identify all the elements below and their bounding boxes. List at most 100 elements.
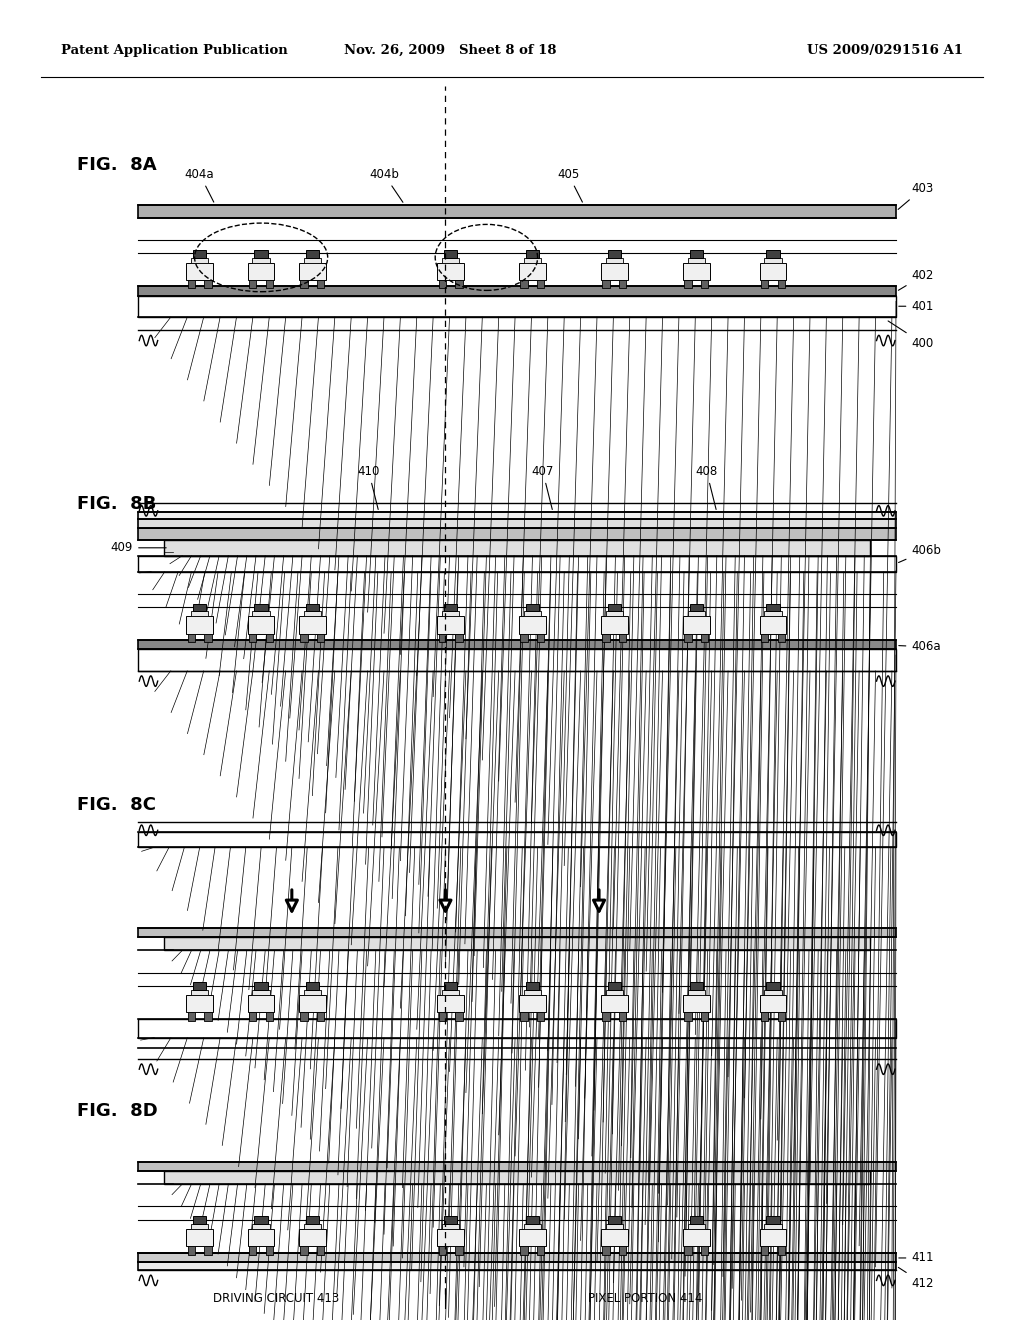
Text: 405: 405 <box>557 168 583 202</box>
Bar <box>205 280 212 288</box>
Bar <box>690 982 703 990</box>
Text: 406b: 406b <box>898 544 941 562</box>
Bar <box>620 634 627 642</box>
Bar <box>602 1012 609 1022</box>
Bar <box>690 603 703 611</box>
Bar <box>606 611 623 616</box>
Bar <box>191 1224 208 1229</box>
Bar <box>524 611 541 616</box>
Bar <box>193 1216 207 1224</box>
Bar <box>620 1246 627 1254</box>
Bar <box>248 1229 274 1246</box>
Bar <box>620 280 627 288</box>
Bar <box>602 634 609 642</box>
Bar <box>688 257 705 263</box>
Bar <box>608 249 621 257</box>
Bar <box>690 249 703 257</box>
Bar <box>519 995 546 1012</box>
Bar <box>266 1246 273 1254</box>
Bar <box>684 634 691 642</box>
Bar <box>684 1246 691 1254</box>
Bar <box>304 1224 321 1229</box>
Bar <box>601 995 628 1012</box>
Bar <box>520 1012 527 1022</box>
Bar <box>186 616 213 634</box>
Bar <box>266 1012 273 1022</box>
Bar <box>191 257 208 263</box>
Bar <box>253 257 269 263</box>
Bar <box>688 1224 705 1229</box>
Bar <box>437 995 464 1012</box>
Bar <box>765 257 781 263</box>
Text: FIG.  8A: FIG. 8A <box>77 156 157 174</box>
Bar <box>164 1171 870 1184</box>
Bar <box>187 280 195 288</box>
Bar <box>248 616 274 634</box>
Bar <box>300 634 307 642</box>
Bar <box>765 611 781 616</box>
Bar <box>620 1012 627 1022</box>
Bar <box>760 616 786 634</box>
Bar <box>524 1224 541 1229</box>
Bar <box>602 1246 609 1254</box>
Bar <box>456 280 463 288</box>
Bar <box>444 982 457 990</box>
Bar <box>766 982 780 990</box>
Bar <box>253 611 269 616</box>
Bar <box>438 634 445 642</box>
Bar <box>191 611 208 616</box>
Bar <box>760 263 786 280</box>
Bar <box>138 296 896 317</box>
Text: FIG.  8C: FIG. 8C <box>77 796 156 814</box>
Bar <box>519 263 546 280</box>
Bar <box>701 280 709 288</box>
Bar <box>138 640 896 649</box>
Bar <box>766 1216 780 1224</box>
Bar <box>248 995 274 1012</box>
Bar <box>164 540 870 556</box>
Bar <box>205 1012 212 1022</box>
Bar <box>701 1246 709 1254</box>
Bar <box>520 280 527 288</box>
Text: 406a: 406a <box>899 640 941 653</box>
Bar <box>138 1162 896 1171</box>
Text: 404a: 404a <box>185 168 214 202</box>
Bar <box>778 1012 785 1022</box>
Bar <box>538 1012 545 1022</box>
Bar <box>186 263 213 280</box>
Bar <box>249 1246 256 1254</box>
Text: FIG.  8D: FIG. 8D <box>77 1102 158 1121</box>
Bar <box>437 616 464 634</box>
Text: 409: 409 <box>111 541 166 554</box>
Bar <box>684 280 691 288</box>
Bar <box>606 1224 623 1229</box>
Bar <box>688 611 705 616</box>
Bar <box>524 990 541 995</box>
Text: 411: 411 <box>899 1251 934 1265</box>
Text: 407: 407 <box>531 465 554 510</box>
Bar <box>608 982 621 990</box>
Text: Patent Application Publication: Patent Application Publication <box>61 44 288 57</box>
Bar <box>538 280 545 288</box>
Bar <box>253 990 269 995</box>
Bar <box>526 1216 540 1224</box>
Bar <box>456 634 463 642</box>
Bar <box>701 634 709 642</box>
Bar <box>254 982 268 990</box>
Text: 404b: 404b <box>369 168 402 202</box>
Bar <box>442 611 459 616</box>
Bar <box>601 1229 628 1246</box>
Bar <box>266 634 273 642</box>
Bar <box>761 1012 768 1022</box>
Bar <box>138 205 896 218</box>
Bar <box>305 982 319 990</box>
Bar <box>683 1229 710 1246</box>
Bar <box>304 257 321 263</box>
Bar <box>299 616 326 634</box>
Bar <box>608 603 621 611</box>
Bar <box>249 1012 256 1022</box>
Text: 410: 410 <box>357 465 380 510</box>
Bar <box>253 1224 269 1229</box>
Text: DRIVING CIRCUIT 413: DRIVING CIRCUIT 413 <box>213 1292 340 1305</box>
Bar <box>690 1216 703 1224</box>
